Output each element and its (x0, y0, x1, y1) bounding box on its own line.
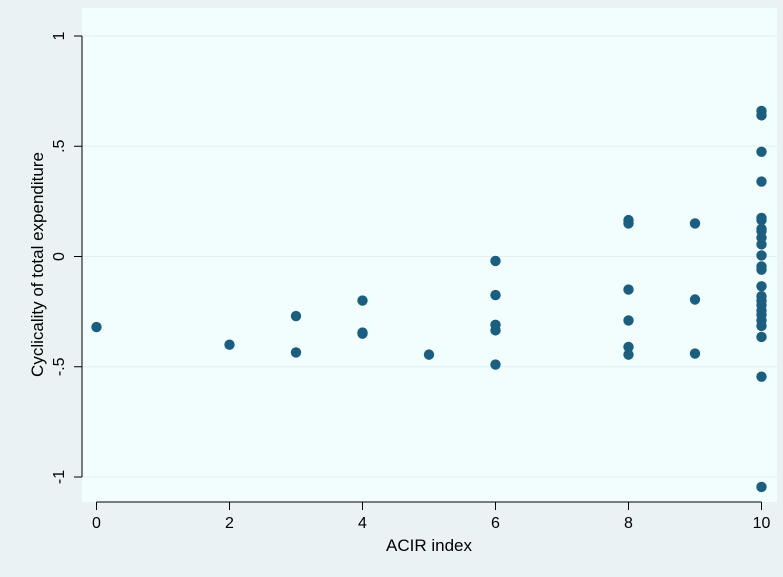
data-point (357, 295, 368, 306)
data-point (756, 371, 767, 382)
y-tick-label: .5 (51, 139, 68, 152)
data-point (756, 250, 767, 261)
data-point (756, 110, 767, 121)
data-point (689, 348, 701, 359)
data-point (756, 281, 767, 292)
gridlines (82, 35, 777, 478)
y-tick-label: -1 (51, 470, 68, 484)
data-points (91, 105, 767, 493)
y-axis-title: Cyclicality of total expenditure (28, 152, 47, 377)
data-point (490, 359, 501, 370)
x-tick-label: 10 (753, 515, 771, 532)
y-axis-ticks: -1 -.5 0 .5 1 (51, 31, 82, 484)
x-tick-label: 0 (92, 515, 101, 532)
x-axis-title: ACIR index (386, 536, 472, 555)
data-point (290, 347, 302, 358)
data-point (623, 349, 634, 360)
data-point (756, 176, 767, 187)
data-point (756, 331, 767, 343)
data-point (490, 325, 501, 336)
x-axis-ticks: 0 2 4 6 8 10 (92, 502, 771, 532)
data-point (490, 255, 501, 267)
data-point (490, 289, 501, 301)
data-point (623, 315, 634, 326)
data-point (756, 320, 767, 332)
data-point (689, 294, 701, 305)
data-point (623, 284, 634, 295)
data-point (290, 310, 302, 322)
x-tick-label: 4 (358, 515, 367, 532)
data-point (623, 341, 634, 353)
data-point (756, 146, 767, 157)
data-point (756, 264, 767, 275)
data-point (689, 218, 701, 229)
data-point (623, 218, 634, 229)
y-tick-label: -.5 (51, 357, 68, 376)
data-point (756, 239, 767, 250)
y-tick-label: 0 (51, 252, 68, 261)
data-point (224, 339, 235, 350)
data-point (91, 321, 102, 333)
x-tick-label: 2 (225, 515, 234, 532)
y-tick-label: 1 (51, 31, 68, 40)
data-point (357, 328, 368, 339)
x-tick-label: 8 (624, 515, 633, 532)
data-point (756, 214, 767, 226)
x-tick-label: 6 (491, 515, 500, 532)
data-point (756, 481, 767, 493)
plot-area (82, 8, 777, 502)
data-point (423, 349, 435, 360)
